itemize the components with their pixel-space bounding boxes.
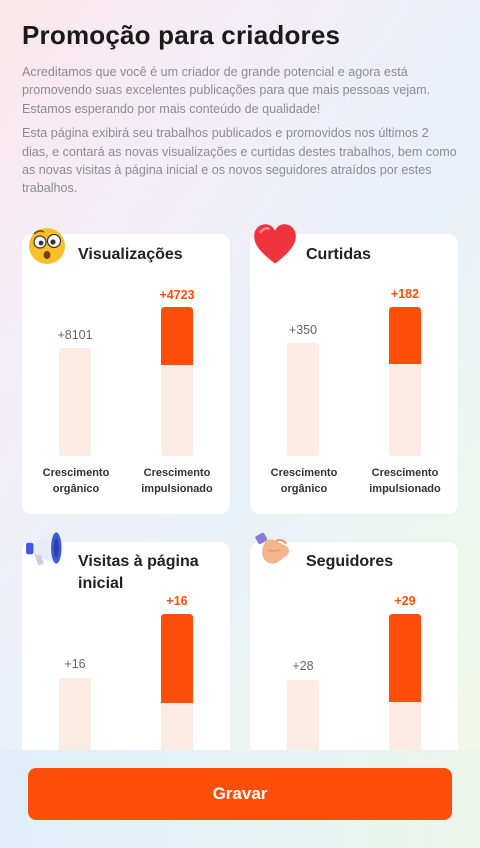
- views-card: Visualizações +8101 +4723 Crescimento or…: [22, 234, 230, 514]
- organic-label: Crescimento orgânico: [270, 467, 338, 495]
- card-wrapper-home-visits: Visitas à página inicial +16 +16: [22, 532, 230, 750]
- boost-value: +182: [390, 287, 420, 301]
- organic-bar: [59, 678, 91, 750]
- card-wrapper-likes: Curtidas +350 +182 Crescimento orgânico …: [250, 224, 458, 514]
- boost-bar-fill: [161, 614, 193, 704]
- description-paragraph: Esta página exibirá seu trabalhos public…: [22, 126, 457, 196]
- organic-value: +28: [292, 659, 314, 673]
- surprised-face-icon: [29, 228, 65, 264]
- boost-bar-fill: [161, 307, 193, 366]
- followers-card: Seguidores +28 +29: [250, 542, 458, 750]
- boost-bar-fill: [389, 307, 421, 364]
- card-title: Seguidores: [306, 553, 394, 570]
- boost-value: +16: [166, 594, 188, 608]
- heart-icon: [254, 224, 296, 264]
- organic-label: Crescimento orgânico: [42, 467, 110, 495]
- page-title: Promoção para criadores: [22, 20, 341, 50]
- card-title: Curtidas: [306, 246, 371, 263]
- footer-bar: Gravar: [0, 750, 480, 848]
- boost-value: +4723: [159, 288, 195, 302]
- boost-bar-fill: [389, 614, 421, 702]
- organic-bar: [287, 343, 319, 456]
- intro-paragraph: Acreditamos que você é um criador de gra…: [22, 65, 431, 116]
- card-title: Visitas à página inicial: [78, 553, 199, 592]
- home-visits-card: Visitas à página inicial +16 +16: [22, 542, 230, 750]
- record-button[interactable]: Gravar: [28, 768, 452, 820]
- boost-label: Crescimento impulsionado: [369, 467, 441, 495]
- organic-value: +8101: [57, 328, 93, 342]
- card-wrapper-followers: Seguidores +28 +29: [250, 532, 458, 750]
- organic-bar: [59, 348, 91, 456]
- boost-bar: [389, 614, 421, 750]
- boost-bar: [389, 307, 421, 456]
- boost-label: Crescimento impulsionado: [141, 467, 213, 495]
- waving-hand-icon: [255, 532, 289, 564]
- card-title: Visualizações: [78, 246, 183, 263]
- boost-bar: [161, 614, 193, 750]
- likes-card: Curtidas +350 +182 Crescimento orgânico …: [250, 234, 458, 514]
- boost-bar: [161, 307, 193, 456]
- organic-value: +16: [64, 657, 86, 671]
- header: Promoção para criadores Acreditamos que …: [22, 18, 458, 198]
- organic-value: +350: [288, 323, 318, 337]
- organic-bar: [287, 680, 319, 750]
- boost-value: +29: [394, 594, 416, 608]
- card-wrapper-views: Visualizações +8101 +4723 Crescimento or…: [22, 228, 230, 514]
- megaphone-icon: [26, 532, 62, 566]
